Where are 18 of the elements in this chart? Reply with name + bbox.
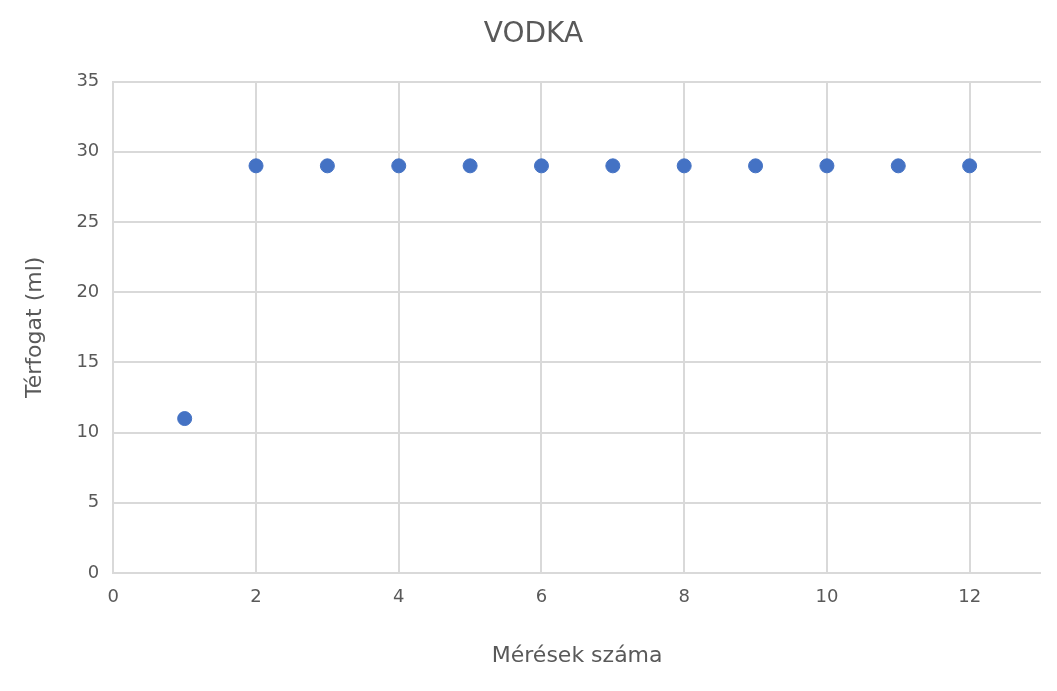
x-axis-title: Mérések száma <box>491 641 663 667</box>
x-tick-label: 12 <box>958 585 982 607</box>
y-tick-label: 20 <box>76 279 100 301</box>
x-tick-label: 10 <box>815 585 839 607</box>
y-tick-label: 30 <box>76 139 100 161</box>
y-tick-label: 0 <box>87 560 100 582</box>
y-tick-label: 10 <box>76 420 100 442</box>
x-tick-label: 6 <box>535 585 548 607</box>
x-tick-label: 8 <box>678 585 690 607</box>
y-axis-title: Térfogat (ml) <box>20 256 46 399</box>
y-tick-label: 25 <box>76 209 100 231</box>
y-tick-label: 15 <box>76 350 100 372</box>
y-tick-label: 35 <box>76 69 100 91</box>
chart-title: VODKA <box>483 16 584 50</box>
y-tick-label: 5 <box>87 490 100 512</box>
x-tick-label: 2 <box>250 585 262 607</box>
x-tick-label: 4 <box>393 585 405 607</box>
x-tick-label: 0 <box>107 585 120 607</box>
